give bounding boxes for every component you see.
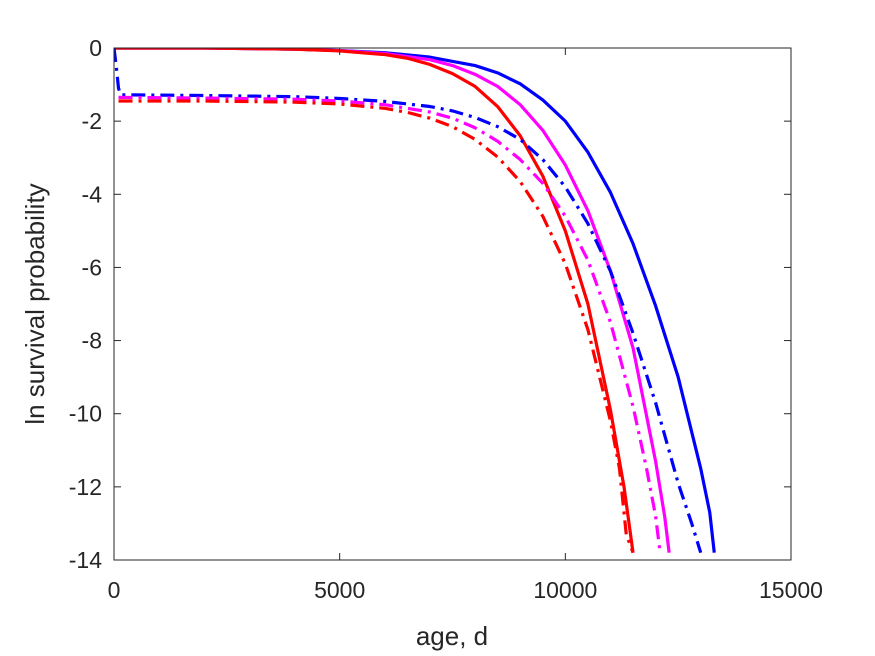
y-tick-label: 0 — [89, 35, 102, 61]
y-tick-label: -10 — [69, 401, 102, 427]
series-line-5-dashdot — [118, 95, 662, 553]
series-line-6-dashdot — [118, 99, 635, 554]
y-tick-label: -2 — [82, 108, 102, 134]
x-tick-label: 5000 — [314, 577, 365, 603]
axes-layer: 0 5000 10000 15000 0 -2 -4 -6 -8 -10 -12 -14 — [69, 35, 823, 603]
plot-frame — [113, 47, 792, 561]
y-tick-label: -12 — [69, 474, 102, 500]
x-axis-label: age, d — [416, 621, 488, 651]
series-line-4-dashdot — [114, 48, 703, 554]
x-tick-label: 15000 — [759, 577, 823, 603]
x-tick-label: 10000 — [533, 577, 597, 603]
y-tick-label: -6 — [82, 254, 102, 280]
y-tick-label: -8 — [82, 328, 102, 354]
x-tick-label: 0 — [108, 577, 121, 603]
y-axis-label: ln survival probability — [20, 183, 50, 424]
y-tick-label: -4 — [82, 181, 103, 207]
y-tick-label: -14 — [69, 547, 102, 573]
series-line-3-solid — [114, 48, 635, 553]
